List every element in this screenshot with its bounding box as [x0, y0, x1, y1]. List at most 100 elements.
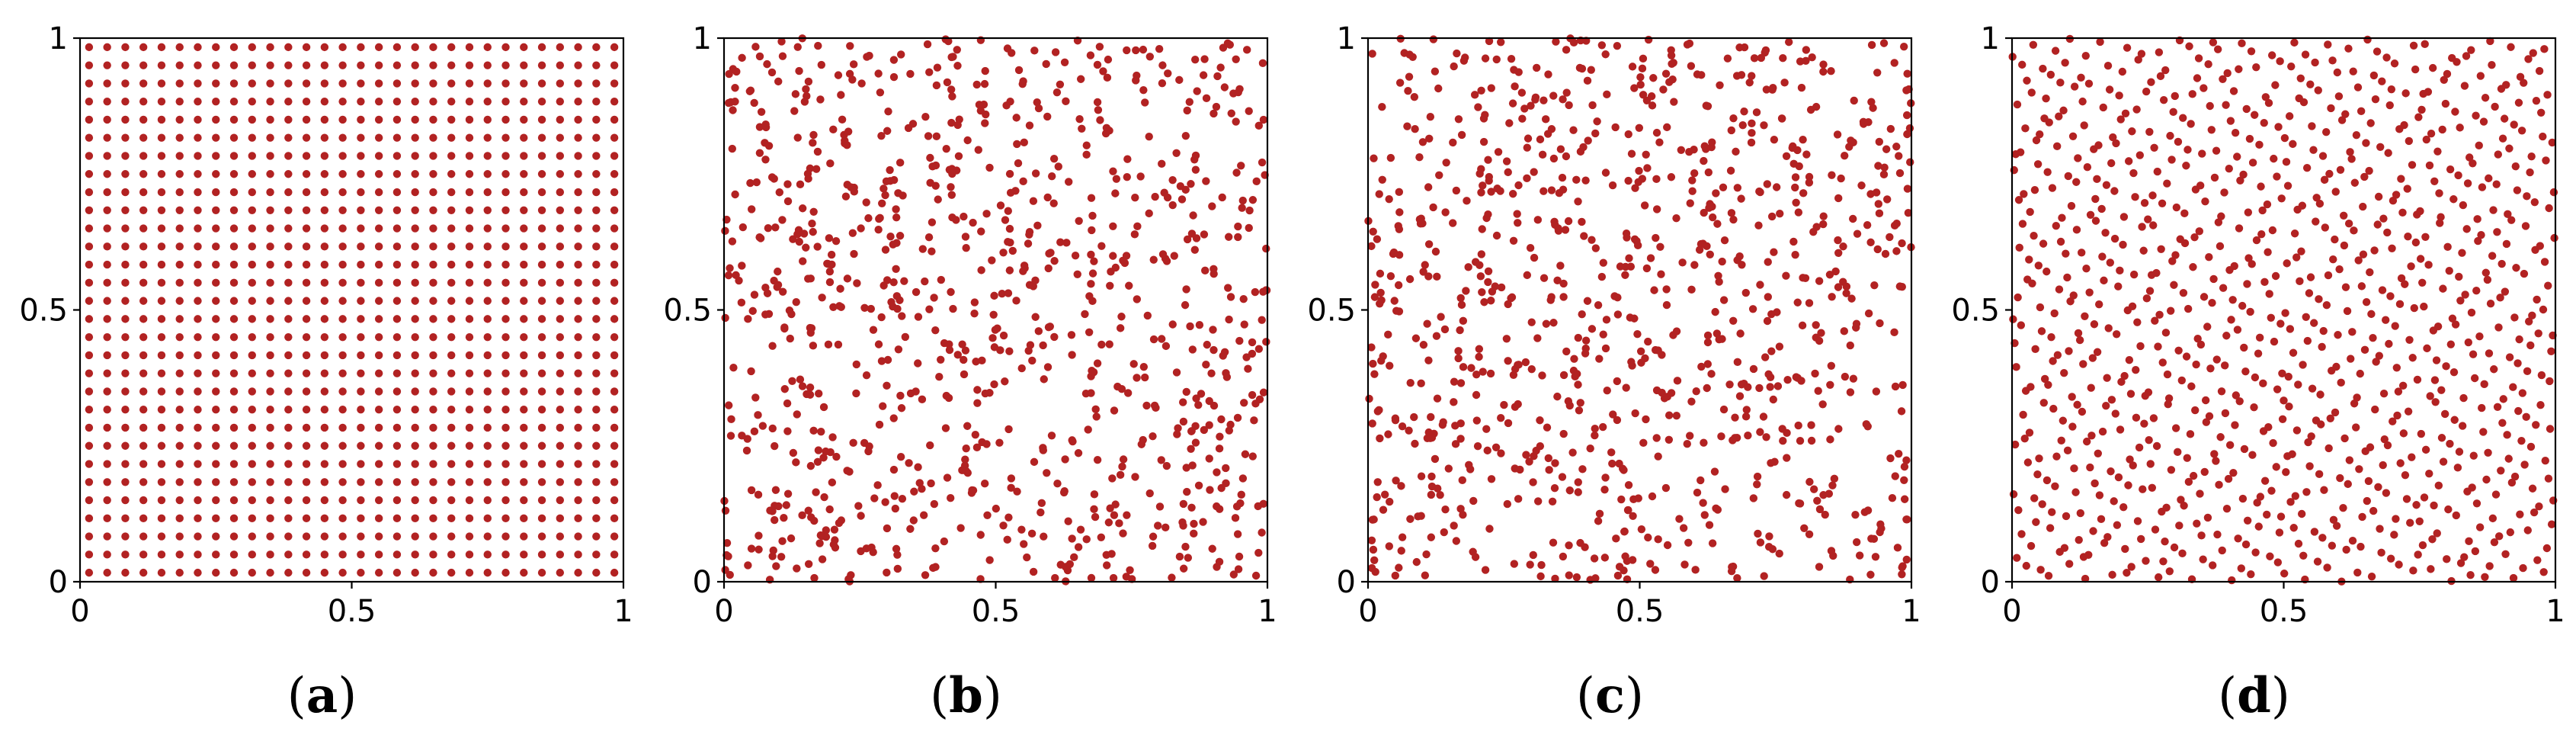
data-point: [1864, 118, 1873, 127]
data-point: [1533, 334, 1542, 342]
data-point: [229, 97, 239, 106]
data-point: [121, 423, 130, 432]
data-point: [392, 115, 402, 124]
data-point: [1107, 268, 1115, 276]
data-point: [1591, 574, 1600, 583]
data-point: [357, 133, 365, 142]
data-point: [1719, 183, 1728, 192]
data-point: [537, 115, 546, 124]
data-point: [2397, 175, 2405, 183]
data-point: [392, 297, 402, 305]
data-point: [1386, 153, 1395, 162]
data-point: [2212, 146, 2221, 155]
data-point: [483, 170, 492, 178]
data-point: [2251, 111, 2259, 119]
data-point: [501, 188, 510, 197]
data-point: [2438, 125, 2446, 134]
data-point: [1562, 152, 1571, 161]
data-point: [1200, 425, 1209, 435]
data-point: [556, 460, 565, 468]
data-point: [2081, 312, 2089, 321]
data-point: [1782, 490, 1791, 499]
data-point: [2465, 153, 2474, 162]
data-point: [85, 514, 94, 523]
data-point: [756, 234, 765, 242]
data-point: [374, 278, 383, 287]
data-point: [374, 133, 383, 142]
data-point: [1876, 319, 1884, 328]
data-point: [592, 441, 601, 450]
data-point: [2049, 404, 2058, 413]
data-point: [501, 423, 510, 432]
data-point: [1497, 449, 1505, 457]
data-point: [2264, 423, 2273, 432]
data-point: [574, 315, 582, 323]
data-point: [1828, 293, 1836, 301]
data-point: [1082, 141, 1091, 149]
data-point: [870, 494, 879, 502]
data-point: [724, 401, 733, 409]
data-point: [817, 60, 825, 69]
data-point: [2303, 336, 2312, 345]
data-point: [1404, 87, 1412, 95]
data-point: [175, 460, 184, 468]
data-point: [610, 478, 619, 486]
data-point: [1078, 124, 1086, 133]
data-point: [897, 50, 905, 59]
data-point: [1400, 49, 1408, 57]
data-point: [1479, 367, 1487, 376]
data-point: [2306, 80, 2315, 88]
data-point: [923, 40, 932, 49]
data-point: [103, 170, 111, 178]
data-point: [139, 423, 148, 432]
data-point: [212, 351, 220, 360]
data-point: [2184, 477, 2193, 486]
data-point: [229, 423, 239, 432]
data-point: [2514, 406, 2523, 416]
data-point: [1185, 98, 1193, 106]
data-point: [1187, 503, 1196, 512]
data-point: [932, 132, 941, 141]
data-point: [592, 188, 601, 197]
data-point: [2128, 127, 2136, 136]
data-point: [338, 568, 347, 577]
data-point: [121, 242, 130, 251]
data-point: [958, 466, 966, 475]
data-point: [1523, 271, 1532, 280]
data-point: [2124, 157, 2133, 165]
data-point: [1895, 152, 1903, 160]
data-point: [973, 399, 982, 407]
data-point: [1497, 38, 1505, 47]
data-point: [338, 97, 347, 106]
data-point: [2219, 75, 2227, 83]
data-point: [157, 496, 166, 505]
data-point: [1005, 266, 1014, 274]
data-point: [447, 460, 456, 468]
data-point: [320, 115, 329, 124]
data-point: [2284, 372, 2292, 381]
data-point: [1529, 478, 1537, 486]
data-point: [774, 267, 782, 276]
data-point: [1012, 114, 1020, 122]
data-point: [2067, 201, 2076, 210]
data-point: [1667, 51, 1676, 60]
data-point: [1188, 345, 1197, 354]
data-point: [1441, 208, 1450, 217]
data-point: [2166, 306, 2175, 315]
data-point: [1149, 255, 1158, 264]
data-point: [807, 324, 816, 332]
data-point: [1536, 572, 1545, 581]
data-point: [1365, 394, 1373, 403]
data-point: [1654, 452, 1662, 461]
data-point: [556, 206, 565, 214]
data-point: [212, 315, 220, 323]
data-point: [768, 552, 777, 560]
data-point: [284, 514, 293, 523]
data-point: [1819, 60, 1828, 69]
data-point: [2427, 565, 2435, 573]
data-point: [1075, 217, 1083, 225]
data-point: [357, 79, 365, 88]
data-point: [2528, 311, 2536, 320]
data-point: [755, 149, 764, 157]
data-point: [1779, 54, 1787, 63]
